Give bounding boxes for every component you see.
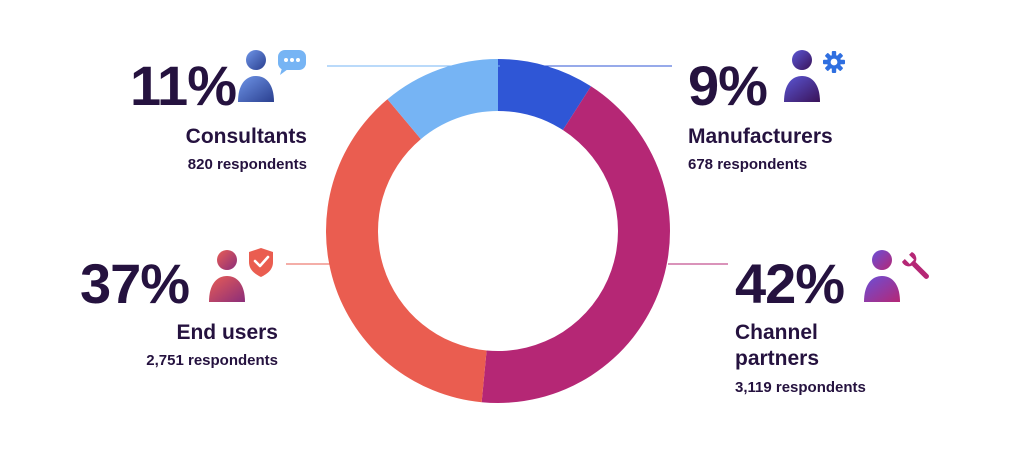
percent-manufacturers: 9% bbox=[688, 54, 768, 117]
percent-consultants: 11% bbox=[130, 54, 237, 117]
person-wrench-icon bbox=[858, 244, 932, 309]
respondents-channel-partners: 3,119 respondents bbox=[735, 378, 866, 396]
donut-slice-channel-partners bbox=[481, 86, 670, 403]
label-manufacturers: Manufacturers bbox=[688, 125, 833, 148]
respondents-manufacturers: 678 respondents bbox=[688, 156, 808, 174]
legend-consultants: 11% Consultants 820 respondents bbox=[100, 58, 307, 174]
legend-channel-partners: 42% Channel partners 3,119 respondents bbox=[735, 256, 935, 397]
person-chat-icon bbox=[236, 48, 310, 109]
respondents-consultants: 820 respondents bbox=[187, 156, 307, 174]
donut-slice-end-users bbox=[326, 99, 487, 403]
respondents-end-users: 2,751 respondents bbox=[146, 352, 278, 370]
donut-slice-manufacturers bbox=[498, 59, 591, 131]
label-end-users: End users bbox=[176, 321, 278, 344]
label-channel-partners: Channel partners bbox=[735, 321, 820, 371]
percent-end-users: 37% bbox=[80, 252, 190, 315]
donut-slice-consultants bbox=[387, 59, 498, 140]
label-consultants: Consultants bbox=[185, 125, 307, 148]
legend-end-users: 37% End users 2,751 respondents bbox=[72, 256, 278, 370]
percent-channel-partners: 42% bbox=[735, 252, 845, 315]
person-shield-icon bbox=[205, 246, 277, 309]
legend-manufacturers: 9% Manufacturers 678 respondents bbox=[688, 58, 908, 174]
person-gear-icon bbox=[780, 48, 850, 109]
